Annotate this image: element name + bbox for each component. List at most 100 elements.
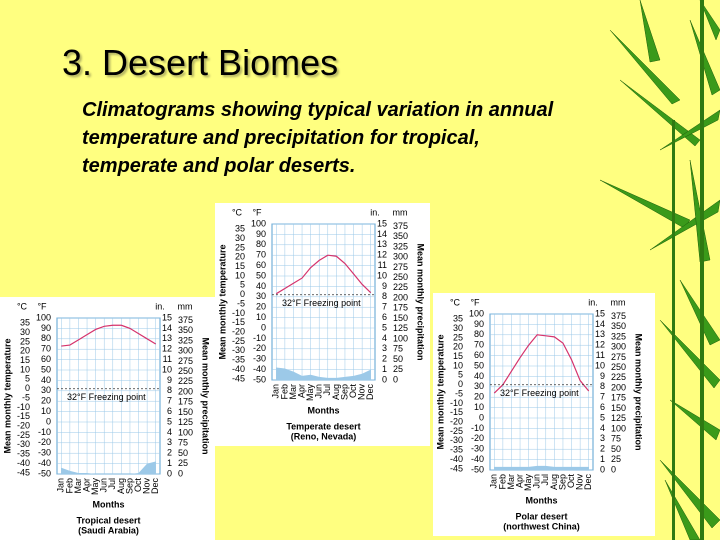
x-tick-label: Apr <box>296 384 306 398</box>
temperature-line <box>61 324 157 347</box>
y-tick-label-c: 30 <box>453 323 463 333</box>
y2-tick-label: 1 <box>167 458 172 468</box>
y-tick-label: 0 <box>479 412 484 422</box>
y2-tick-label: 13 <box>595 329 605 339</box>
y-tick-label: 0 <box>46 416 51 426</box>
x-tick-label: Nov <box>357 384 367 401</box>
y-tick-label-c: 30 <box>235 233 245 243</box>
x-tick-label: Feb <box>279 384 289 400</box>
y2-tick-label-mm: 75 <box>611 434 621 444</box>
y2-tick-label: 1 <box>600 454 605 464</box>
y2-tick-label-mm: 100 <box>611 423 626 433</box>
chart-caption: (northwest China) <box>503 521 580 531</box>
y-tick-label: 20 <box>474 392 484 402</box>
x-tick-label: Jul <box>540 474 550 486</box>
y-tick-label: 20 <box>256 302 266 312</box>
y2-tick-label: 0 <box>382 374 387 384</box>
y-tick-label: 70 <box>41 344 51 354</box>
x-tick-label: Sep <box>339 384 349 400</box>
y-tick-label: 60 <box>41 354 51 364</box>
y-tick-label-c: -40 <box>450 454 463 464</box>
y2-tick-label-mm: 225 <box>393 282 408 292</box>
y-tick-label-c: 10 <box>20 364 30 374</box>
x-tick-label: Mar <box>288 384 298 400</box>
y-tick-label-c: 35 <box>235 224 245 234</box>
slide-title: 3. Desert Biomes <box>62 42 339 83</box>
y-tick-label: -30 <box>471 444 484 454</box>
y2-tick-label: 15 <box>595 308 605 318</box>
y-tick-label: 90 <box>256 229 266 239</box>
y-tick-label-c: -15 <box>450 407 463 417</box>
y-axis-label: Mean monthly temperature <box>217 244 227 359</box>
y-tick-label: 30 <box>474 381 484 391</box>
y2-tick-label-mm: 225 <box>178 376 193 386</box>
y2-tick-label: 14 <box>377 229 387 239</box>
y-tick-label: 100 <box>469 308 484 318</box>
y-tick-label-c: -20 <box>450 416 463 426</box>
y2-tick-label-mm: 200 <box>611 382 626 392</box>
y-tick-label: 80 <box>474 329 484 339</box>
y2-tick-label-mm: 150 <box>178 407 193 417</box>
y2-tick-label: 12 <box>377 250 387 260</box>
y2-tick-label: 11 <box>596 350 605 360</box>
y2-tick-label-mm: 150 <box>611 403 626 413</box>
y2-tick-label: 8 <box>382 291 387 301</box>
y2-tick-label: 13 <box>377 239 387 249</box>
chart-caption: Polar desert <box>515 511 567 521</box>
y2-tick-label-mm: 175 <box>178 397 193 407</box>
y2-tick-label: 10 <box>162 364 172 374</box>
y2-tick-label-mm: 125 <box>611 413 626 423</box>
y2-tick-label: 6 <box>382 312 387 322</box>
y-tick-label: 40 <box>474 371 484 381</box>
y-tick-label-c: -20 <box>17 420 30 430</box>
x-tick-label: Nov <box>575 474 585 491</box>
y2-tick-label-mm: 25 <box>178 458 188 468</box>
y-tick-label: -10 <box>471 423 484 433</box>
y-tick-label: -30 <box>253 354 266 364</box>
y-axis-label: Mean monthly temperature <box>435 334 445 449</box>
chart-panel <box>433 293 655 536</box>
y2-tick-label-mm: 100 <box>393 333 408 343</box>
unit-label: °F <box>37 301 47 311</box>
y2-tick-label-mm: 75 <box>178 438 188 448</box>
y-tick-label: 100 <box>36 312 51 322</box>
y2-tick-label: 7 <box>167 396 172 406</box>
y2-tick-label-mm: 0 <box>178 468 183 478</box>
y-tick-label: -20 <box>471 433 484 443</box>
precipitation-area <box>276 367 371 380</box>
y2-tick-label: 14 <box>162 323 172 333</box>
x-tick-label: Sep <box>557 474 567 490</box>
y-tick-label-c: -20 <box>232 326 245 336</box>
y-tick-label-c: 25 <box>235 242 245 252</box>
y2-tick-label-mm: 375 <box>178 315 193 325</box>
y2-tick-label-mm: 275 <box>611 352 626 362</box>
y-tick-label-c: 20 <box>235 252 245 262</box>
y2-tick-label-mm: 300 <box>178 346 193 356</box>
y-tick-label-c: -30 <box>450 435 463 445</box>
y2-tick-label-mm: 125 <box>178 417 193 427</box>
y2-tick-label: 14 <box>595 319 605 329</box>
y-tick-label-c: 0 <box>240 289 245 299</box>
y2-tick-label-mm: 175 <box>393 303 408 313</box>
x-tick-label: Mar <box>73 478 83 494</box>
y-tick-label-c: -10 <box>232 308 245 318</box>
unit-label: °F <box>252 207 262 217</box>
y2-tick-label: 13 <box>162 333 172 343</box>
y2-tick-label-mm: 375 <box>611 311 626 321</box>
y-tick-label: -20 <box>38 437 51 447</box>
x-tick-label: Jun <box>99 478 109 493</box>
y-tick-label: 80 <box>256 239 266 249</box>
freezing-annotation: 32°F Freezing point <box>282 298 361 308</box>
x-tick-label: Aug <box>116 478 126 494</box>
y-tick-label-c: 20 <box>453 342 463 352</box>
y2-tick-label: 0 <box>600 464 605 474</box>
freezing-annotation: 32°F Freezing point <box>67 392 146 402</box>
y2-tick-label-mm: 300 <box>611 342 626 352</box>
climatogram: -50-40-30-20-100102030405060708090100-45… <box>0 297 215 540</box>
y2-tick-label: 7 <box>600 392 605 402</box>
freezing-annotation: 32°F Freezing point <box>500 388 579 398</box>
y-tick-label-c: -30 <box>232 345 245 355</box>
y-tick-label: 30 <box>41 385 51 395</box>
